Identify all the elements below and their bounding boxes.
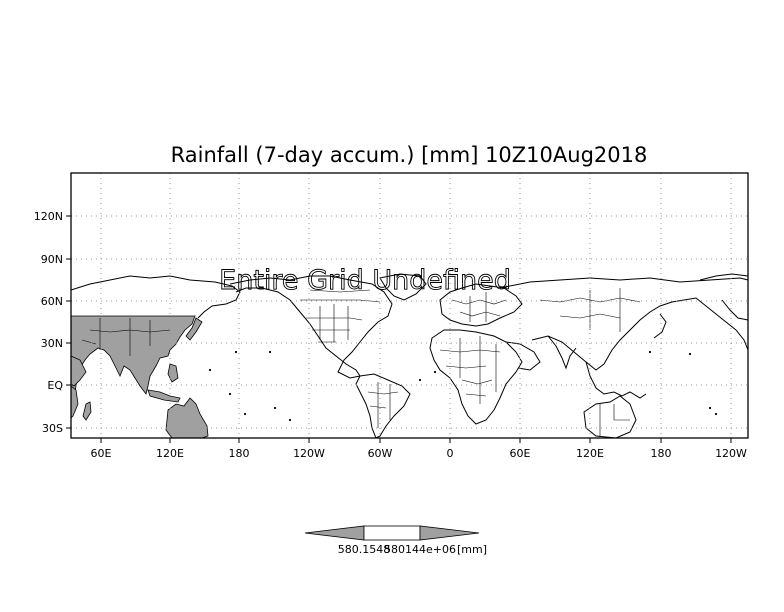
grid-lines	[71, 173, 748, 438]
lat-label: 30N	[41, 337, 63, 350]
lon-label: 180	[651, 447, 672, 460]
longitude-labels: 60E 120E 180 120W 60W 0 60E 120E 180 120…	[91, 447, 748, 460]
coast-arabia	[505, 341, 541, 371]
island-dot	[714, 412, 718, 416]
undefined-grid-overlay-text: Entire Grid Undefined	[219, 265, 511, 296]
lat-label: 120N	[34, 210, 63, 223]
colorbar: 580.1548 580144e+06 [mm]	[304, 525, 487, 556]
lon-label: 60E	[510, 447, 531, 460]
colorbar-left-triangle	[304, 525, 365, 541]
island-dot	[234, 350, 238, 354]
lon-label: 180	[229, 447, 250, 460]
colorbar-middle-box	[363, 525, 421, 541]
island-dot	[243, 412, 247, 416]
shaded-asia	[70, 315, 196, 405]
coast-south-america	[355, 373, 411, 439]
map-frame	[70, 172, 749, 439]
islands	[208, 350, 718, 422]
shaded-madagascar	[82, 401, 92, 421]
coast-australia-2	[583, 395, 637, 439]
border-asia-west	[81, 318, 171, 356]
island-dot	[268, 350, 272, 354]
shaded-indonesia	[147, 389, 181, 403]
latitude-labels: 120N 90N 60N 30N EQ 30S	[34, 210, 64, 435]
island-dot	[648, 350, 652, 354]
coast-japan-2	[653, 313, 667, 339]
lon-label: 60W	[368, 447, 393, 460]
coast-greenland	[379, 273, 427, 301]
lat-label: 30S	[42, 422, 63, 435]
coast-se-asia-2	[585, 361, 647, 399]
island-dot	[433, 370, 437, 374]
coast-north-america	[229, 275, 393, 379]
island-dot	[228, 392, 232, 396]
borders	[81, 288, 641, 436]
colorbar-unit: [mm]	[457, 543, 487, 556]
border-australia	[599, 404, 630, 436]
shaded-japan	[185, 317, 203, 341]
colorbar-right-triangle	[419, 525, 480, 541]
border-asia	[539, 288, 641, 332]
coast-eurasia-east	[499, 277, 749, 371]
coast-alaska-east	[699, 273, 749, 321]
lon-label: 120W	[293, 447, 325, 460]
island-dot	[208, 368, 212, 372]
lat-label: 90N	[41, 253, 63, 266]
colorbar-label-low: 580.1548	[338, 543, 391, 556]
lon-label: 120E	[576, 447, 604, 460]
coastlines	[70, 273, 749, 439]
coast-asia-north	[70, 275, 241, 319]
island-dot	[688, 352, 692, 356]
coast-africa	[429, 329, 523, 425]
coast-india-2	[547, 335, 577, 370]
island-dot	[273, 406, 277, 410]
island-dot	[708, 406, 712, 410]
island-dot	[288, 418, 292, 422]
map-title: Rainfall (7-day accum.) [mm] 10Z10Aug201…	[171, 143, 648, 167]
border-europe	[451, 292, 507, 322]
lon-label: 120W	[715, 447, 747, 460]
lon-label: 60E	[91, 447, 112, 460]
border-usa	[306, 304, 363, 343]
lon-label: 0	[447, 447, 454, 460]
lon-label: 120E	[156, 447, 184, 460]
colorbar-label-high: 580144e+06	[384, 543, 456, 556]
lat-label: EQ	[47, 379, 63, 392]
lat-label: 60N	[41, 295, 63, 308]
map-panel: Entire Grid Undefined 120N 90N 6	[34, 172, 749, 460]
border-south-america	[367, 382, 399, 428]
tick-marks	[66, 215, 732, 443]
coast-europe	[439, 283, 523, 327]
island-dot	[418, 378, 422, 382]
border-africa	[439, 336, 501, 404]
